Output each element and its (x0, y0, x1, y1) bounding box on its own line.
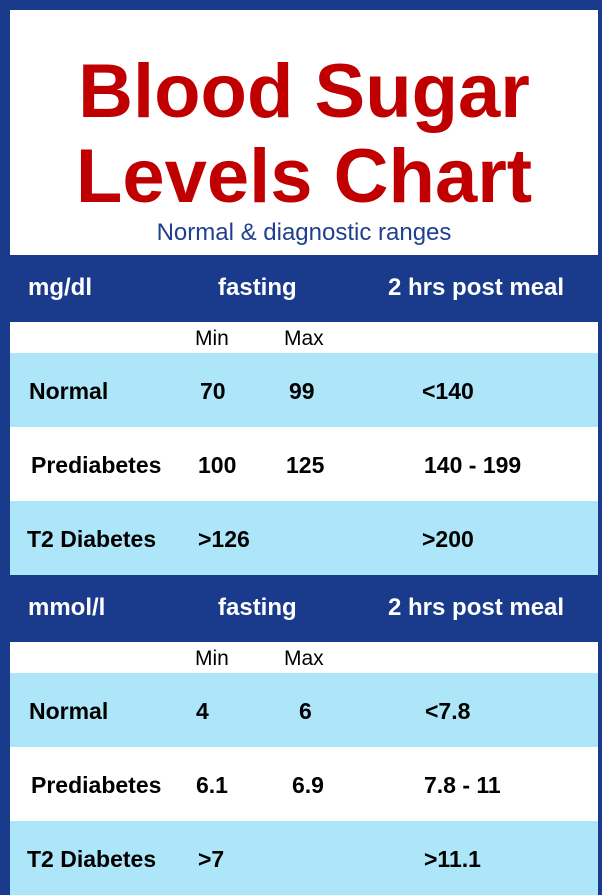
fasting-max: 6 (299, 698, 312, 724)
table-row: T2 Diabetes >126 >200 (10, 501, 598, 575)
table-row: T2 Diabetes >7 >11.1 (10, 821, 598, 895)
table-row: Normal 70 99 <140 (10, 353, 598, 427)
title-line-2: Levels Chart (75, 134, 533, 219)
post-meal-header: 2 hrs post meal (388, 594, 565, 621)
mmol-header-band: mmol/l fasting 2 hrs post meal (10, 575, 598, 639)
table-row: Prediabetes 6.1 6.9 7.8 - 11 (10, 747, 598, 821)
chart-frame: Blood Sugar Levels Chart Normal & diagno… (10, 10, 598, 895)
fasting-max: 6.9 (292, 772, 324, 798)
post-meal-value: 140 - 199 (424, 452, 522, 478)
min-label: Min (195, 647, 229, 670)
fasting-min: 6.1 (196, 772, 228, 798)
fasting-max: 99 (289, 378, 315, 404)
post-meal-value: >200 (422, 526, 474, 552)
post-meal-value: <140 (422, 378, 474, 404)
fasting-header: fasting (218, 274, 297, 301)
subtitle: Normal & diagnostic ranges (156, 219, 452, 246)
max-label: Max (284, 647, 324, 670)
max-label: Max (284, 327, 324, 350)
mgdl-header-band: mg/dl fasting 2 hrs post meal (10, 255, 598, 319)
table-row: Normal 4 6 <7.8 (10, 673, 598, 747)
row-label: Prediabetes (31, 772, 162, 798)
fasting-max: 125 (286, 452, 325, 478)
table-row: Prediabetes 100 125 140 - 199 (10, 427, 598, 501)
fasting-min: 4 (196, 698, 209, 724)
min-label: Min (195, 327, 229, 350)
post-meal-value: >11.1 (424, 846, 481, 872)
fasting-header: fasting (218, 594, 297, 621)
post-meal-value: 7.8 - 11 (424, 772, 501, 798)
mgdl-minmax-row: Min Max (10, 322, 598, 354)
title-line-1: Blood Sugar (78, 49, 530, 134)
unit-label: mg/dl (28, 274, 92, 301)
fasting-min: 70 (200, 378, 226, 404)
row-label: Normal (29, 378, 109, 404)
fasting-min: >126 (198, 526, 250, 552)
row-label: T2 Diabetes (27, 846, 157, 872)
unit-label: mmol/l (28, 594, 106, 621)
post-meal-header: 2 hrs post meal (388, 274, 565, 301)
title-box: Blood Sugar Levels Chart Normal & diagno… (10, 10, 598, 255)
row-label: T2 Diabetes (27, 526, 157, 552)
row-label: Normal (29, 698, 109, 724)
fasting-min: >7 (198, 846, 225, 872)
fasting-min: 100 (198, 452, 237, 478)
mmol-minmax-row: Min Max (10, 642, 598, 674)
row-label: Prediabetes (31, 452, 162, 478)
post-meal-value: <7.8 (425, 698, 471, 724)
